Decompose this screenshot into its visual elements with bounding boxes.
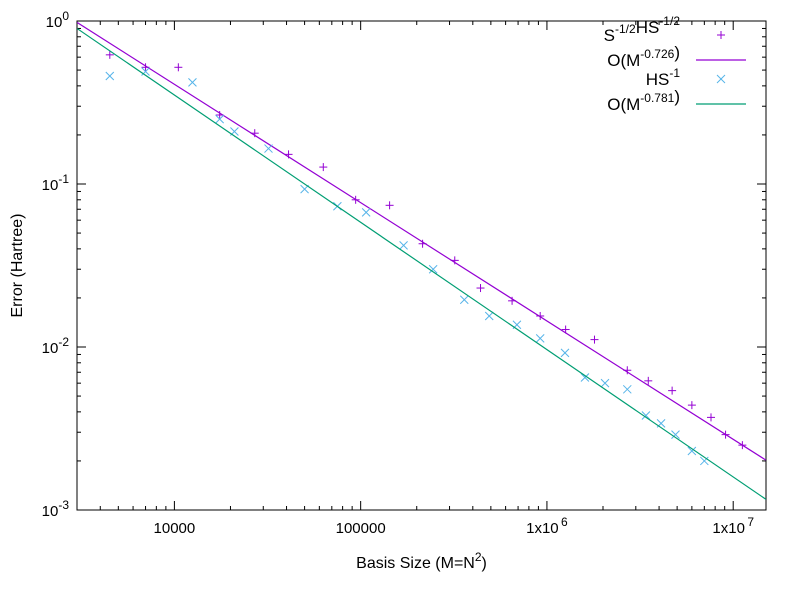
y-tick-label-exp: 0: [62, 9, 69, 23]
legend-label-part: ): [674, 87, 680, 106]
data-point: [264, 144, 273, 153]
legend-marker: [716, 74, 726, 84]
x-tick-label: 10000: [154, 520, 196, 537]
data-point: [105, 71, 115, 81]
x-tick-label: 1x10 6: [526, 515, 568, 537]
data-point: [641, 411, 651, 420]
data-point: [399, 241, 408, 250]
x-tick-label-exp: 7: [745, 515, 754, 529]
x-tick-label: 1x10 7: [712, 515, 754, 537]
legend-label-sup: -0.726: [640, 47, 674, 61]
y-tick-label: 100: [46, 9, 70, 31]
y-tick-label: 10-1: [42, 172, 70, 194]
legend-label-sup: -0.781: [640, 91, 674, 105]
data-point: [484, 311, 494, 321]
data-point: [215, 114, 225, 124]
legend-label: O(M-0.726): [607, 43, 680, 70]
data-point: [459, 295, 469, 305]
legend-label-part: ): [674, 43, 680, 62]
data-point: [668, 386, 677, 395]
data-point: [105, 50, 114, 59]
data-point: [699, 456, 709, 466]
legend-label-part: HS: [636, 18, 660, 37]
data-point: [385, 201, 394, 210]
legend-label-part: S: [604, 26, 615, 45]
legend-label-sup: -1/2: [659, 14, 680, 28]
fit-line: [77, 27, 766, 500]
y-tick-label-exp: -2: [58, 335, 69, 349]
x-axis-label: Basis Size (M=N2): [356, 550, 487, 572]
legend-marker: [717, 31, 725, 39]
x-tick-label-mantissa: 1x10: [712, 520, 745, 537]
x-tick-label-mantissa: 10000: [154, 520, 196, 537]
x-axis-label-base: Basis Size (M=N: [356, 555, 475, 572]
data-point: [687, 446, 697, 456]
data-point: [174, 63, 183, 72]
legend-label-part: O(M: [607, 51, 640, 70]
y-tick-label-mantissa: 10: [42, 503, 59, 520]
data-point: [706, 413, 715, 422]
data-point: [671, 430, 680, 439]
series-layer: [77, 21, 766, 500]
data-point: [644, 376, 653, 385]
data-point: [622, 384, 632, 394]
y-tick-label-mantissa: 10: [42, 177, 59, 194]
data-point: [560, 348, 570, 358]
legend-entry: O(M-0.781): [607, 87, 746, 114]
data-point: [536, 311, 545, 320]
y-axis-label: Error (Hartree): [9, 213, 26, 317]
y-tick-label-mantissa: 10: [46, 14, 63, 31]
data-point: [361, 207, 371, 217]
data-point: [535, 333, 545, 343]
y-tick-label-mantissa: 10: [42, 340, 59, 357]
fit-line: [77, 21, 766, 461]
y-tick-label-exp: -3: [58, 498, 69, 512]
data-point: [476, 284, 485, 293]
x-tick-label-mantissa: 100000: [336, 520, 386, 537]
legend-entry: O(M-0.726): [607, 43, 746, 70]
y-tick-label: 10-3: [42, 498, 70, 520]
legend-label-sup: -1: [669, 66, 680, 80]
legend-label: HS-1: [646, 66, 681, 89]
legend-entry: HS-1: [646, 66, 726, 89]
x-tick-label: 100000: [336, 520, 386, 537]
data-point: [188, 78, 197, 87]
legend: S-1/2HS-1/2O(M-0.726)HS-1O(M-0.781): [604, 14, 746, 114]
data-point: [687, 401, 696, 410]
series-4: [77, 27, 766, 500]
legend-label: S-1/2HS-1/2: [604, 14, 681, 45]
data-point: [428, 264, 438, 274]
x-tick-label-mantissa: 1x10: [526, 520, 559, 537]
legend-entry: S-1/2HS-1/2: [604, 14, 725, 45]
x-axis-label-sup: 2: [475, 550, 482, 564]
x-tick-label-exp: 6: [559, 515, 568, 529]
legend-label-sup: -1/2: [615, 22, 636, 36]
y-tick-label: 10-2: [42, 335, 70, 357]
series-2: [77, 21, 766, 461]
y-tick-label-exp: -1: [58, 172, 69, 186]
legend-label: O(M-0.781): [607, 87, 680, 114]
data-point: [600, 378, 610, 388]
data-point: [580, 373, 590, 382]
axis-ticks: [76, 20, 766, 511]
data-point: [590, 335, 599, 344]
plot-frame: [76, 20, 767, 511]
x-axis-label-tail: ): [482, 555, 487, 572]
legend-label-part: O(M: [607, 95, 640, 114]
legend-label-part: HS: [646, 70, 670, 89]
data-point: [319, 163, 328, 172]
